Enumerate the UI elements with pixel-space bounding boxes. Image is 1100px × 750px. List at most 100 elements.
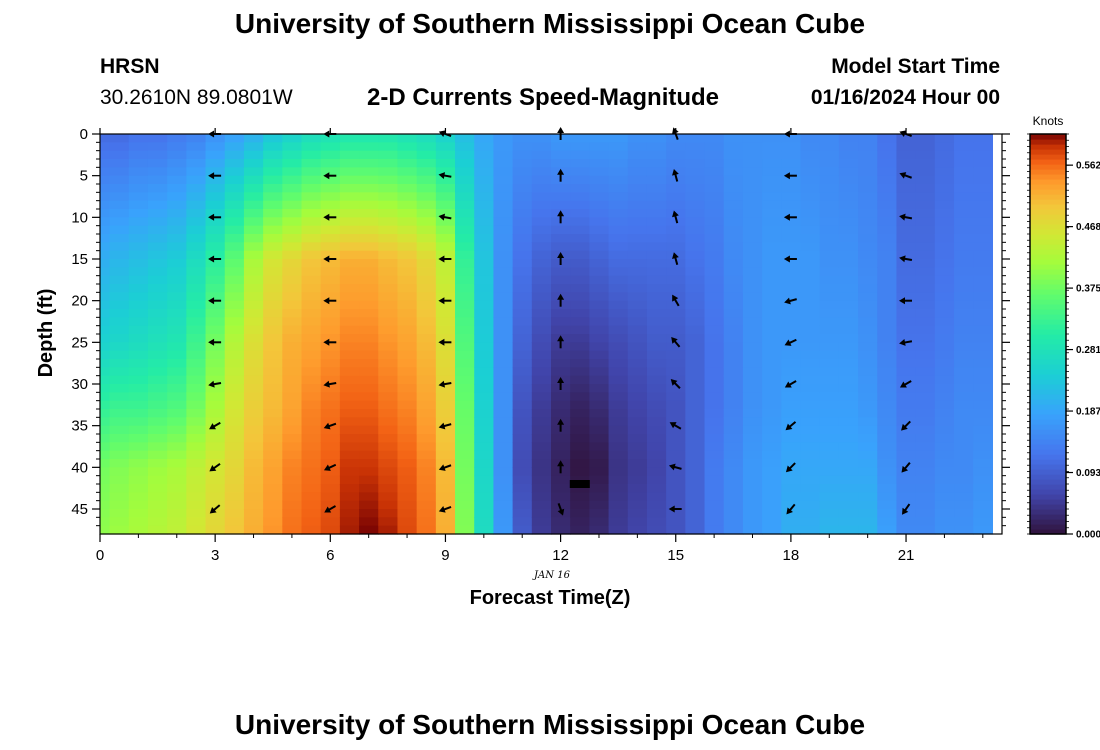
heatmap-cell [224,142,245,152]
heatmap-cell [685,350,706,360]
heatmap-cell [685,317,706,327]
heatmap-cell [359,184,379,193]
heatmap-cell [819,184,840,193]
heatmap-cell [339,450,360,460]
heatmap-cell [186,375,207,385]
current-vector [672,210,679,224]
heatmap-cell [474,417,495,427]
heatmap-cell [858,367,878,377]
heatmap-cell [263,392,283,402]
heatmap-cell [224,242,245,252]
heatmap-cell [320,242,341,252]
heatmap-cell [397,367,418,377]
heatmap-cell [397,150,418,160]
heatmap-cell [570,150,590,160]
heatmap-cell [685,217,706,227]
heatmap-cell [934,459,955,468]
heatmap-cell [359,359,379,368]
heatmap-cell [378,267,399,277]
heatmap-cell [742,417,763,427]
heatmap-cell [877,459,898,468]
heatmap-cell [646,317,667,327]
heatmap-cell [685,300,706,310]
heatmap-cell [339,284,360,293]
heatmap-cell [435,267,456,277]
heatmap-cell [800,275,821,285]
heatmap-cell [877,267,898,277]
heatmap-cell [493,417,514,427]
y-tick-label: 40 [71,459,88,476]
heatmap-cell [551,192,571,202]
heatmap-cell [589,425,610,435]
heatmap-cell [301,417,322,427]
heatmap-cell [320,417,341,427]
heatmap-cell [551,400,571,410]
heatmap-cell [205,309,226,318]
heatmap-cell [435,209,456,218]
heatmap-cell [762,134,782,143]
heatmap-cell [531,367,552,377]
heatmap-cell [128,184,149,193]
heatmap-cell [896,434,917,443]
heatmap-cell [243,417,264,427]
heatmap-cell [435,175,456,185]
heatmap-cell [915,159,936,168]
current-vector [901,503,911,515]
heatmap-cell [704,409,725,418]
heatmap-cell [359,350,379,360]
heatmap-cell [186,259,207,268]
heatmap-cell [915,267,936,277]
heatmap-cell [608,500,629,510]
heatmap-cell [685,209,706,218]
heatmap-cell [339,167,360,177]
heatmap-cell [435,417,456,427]
heatmap-cell [954,175,974,185]
heatmap-cell [186,400,207,410]
heatmap-cell [800,167,821,177]
heatmap-cell [109,392,130,402]
heatmap-cell [608,250,629,260]
heatmap-cell [263,500,283,510]
heatmap-cell [100,400,111,410]
heatmap-cell [666,417,686,427]
heatmap-cell [512,267,533,277]
heatmap-cell [378,175,399,185]
heatmap-cell [551,492,571,502]
heatmap-cell [167,492,187,502]
heatmap-cell [838,417,859,427]
vector-head [324,506,332,513]
heatmap-cell [301,350,322,360]
heatmap-cell [100,150,111,160]
heatmap-cell [858,250,878,260]
heatmap-cell [339,375,360,385]
heatmap-cell [147,392,168,402]
heatmap-cell [339,342,360,352]
heatmap-cell [877,309,898,318]
heatmap-cell [723,409,744,418]
heatmap-cell [435,242,456,252]
heatmap-cell [147,300,168,310]
heatmap-cell [723,250,744,260]
heatmap-cell [359,167,379,177]
heatmap-cell [551,317,571,327]
heatmap-cell [551,242,571,252]
current-vector [209,504,221,514]
heatmap-cell [627,500,648,510]
heatmap-cell [589,375,610,385]
heatmap-cell [474,242,495,252]
heatmap-cell [109,425,130,435]
heatmap-cell [455,167,475,177]
heatmap-cell [339,400,360,410]
heatmap-cell [397,475,418,485]
heatmap-cell [666,300,686,310]
heatmap-cell [589,392,610,402]
heatmap-cell [589,242,610,252]
colorbar-segment [1030,474,1066,480]
heatmap-cell [378,492,399,502]
heatmap-cell [934,209,955,218]
heatmap-cell [858,400,878,410]
heatmap-cell [858,459,878,468]
heatmap-cell [109,525,130,535]
heatmap-cell [627,334,648,343]
vector-head [208,255,215,263]
